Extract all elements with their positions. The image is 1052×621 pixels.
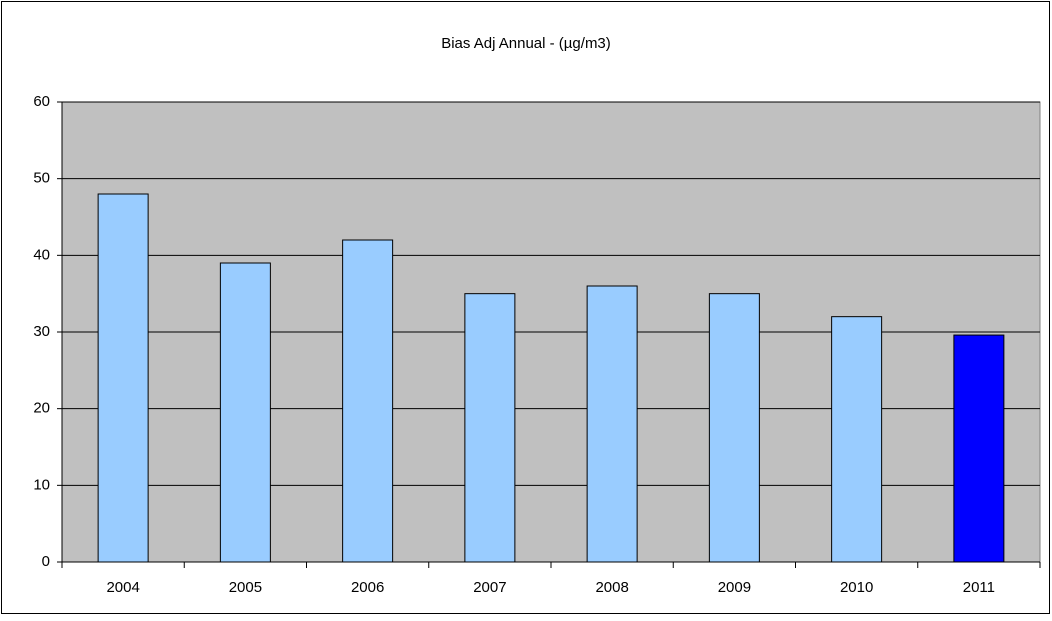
x-tick-label: 2007 bbox=[473, 579, 506, 596]
x-tick-label: 2004 bbox=[106, 579, 139, 596]
x-tick-label: 2008 bbox=[595, 579, 628, 596]
bar bbox=[708, 293, 760, 563]
y-tick-label: 40 bbox=[33, 246, 50, 263]
chart-title: Bias Adj Annual - (µg/m3) bbox=[441, 35, 611, 52]
x-tick-label: 2009 bbox=[718, 579, 751, 596]
x-tick-label: 2010 bbox=[840, 579, 873, 596]
bar bbox=[464, 293, 516, 563]
x-tick-label: 2005 bbox=[229, 579, 262, 596]
x-tick-label: 2006 bbox=[351, 579, 384, 596]
bar bbox=[342, 239, 394, 563]
y-tick-label: 20 bbox=[33, 400, 50, 417]
y-tick-label: 30 bbox=[33, 323, 50, 340]
y-tick-label: 60 bbox=[33, 93, 50, 110]
bar bbox=[97, 193, 149, 563]
bar bbox=[831, 316, 883, 563]
x-tick-label: 2011 bbox=[963, 579, 995, 596]
bar bbox=[586, 285, 638, 563]
y-tick-label: 10 bbox=[33, 476, 50, 493]
bar bbox=[953, 334, 1005, 563]
y-tick-label: 50 bbox=[33, 170, 50, 187]
bar bbox=[219, 262, 271, 563]
y-tick-label: 0 bbox=[42, 553, 50, 570]
